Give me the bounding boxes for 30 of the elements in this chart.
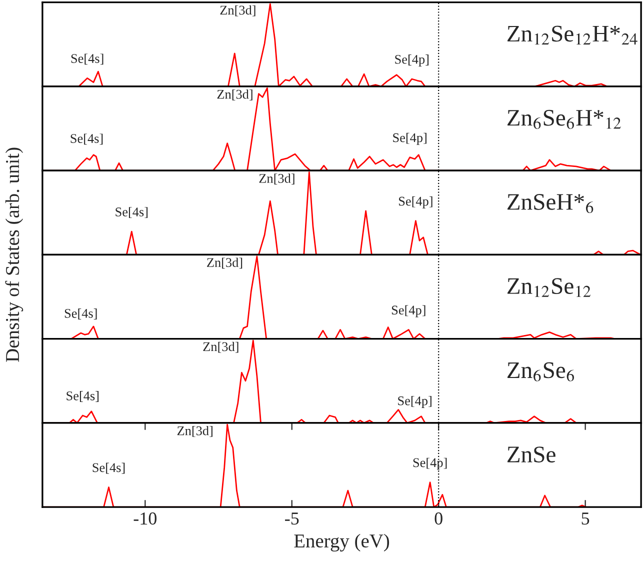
text: Zn$_{6}$Se$_{6}$ bbox=[508, 362, 574, 382]
annotation: Zn[3d] bbox=[177, 426, 212, 437]
annotation: Se[4s] bbox=[71, 54, 104, 65]
x-tick-label: -10 bbox=[134, 512, 156, 525]
text: Zn$_{12}$Se$_{12}$ bbox=[508, 278, 591, 297]
y-axis-title: Density of States (arb. unit) bbox=[5, 148, 24, 362]
annotation: Se[4p] bbox=[398, 396, 432, 408]
annotation: Zn[3d] bbox=[220, 5, 256, 16]
annotation: Se[4p] bbox=[392, 305, 426, 318]
annotation: Se[4p] bbox=[393, 132, 426, 145]
text: ZnSeH*$_{6}$ bbox=[508, 194, 594, 214]
annotation: Se[4s] bbox=[92, 462, 125, 474]
annotation: Se[4p] bbox=[399, 196, 432, 208]
annotation: Zn[3d] bbox=[207, 258, 242, 269]
text: Zn$_{6}$Se$_{6}$H*$_{12}$ bbox=[508, 110, 621, 129]
annotation: Se[4s] bbox=[66, 391, 99, 402]
x-tick-label: 0 bbox=[434, 512, 442, 525]
annotation: Zn[3d] bbox=[217, 89, 252, 100]
annotation: Se[4s] bbox=[116, 207, 148, 218]
x-tick-label: -5 bbox=[285, 512, 299, 525]
annotation: Zn[3d] bbox=[259, 174, 294, 184]
x-axis-title: Energy (eV) bbox=[294, 534, 390, 552]
annotation: Se[4p] bbox=[395, 54, 428, 66]
annotation: Se[4s] bbox=[64, 308, 97, 320]
text: Zn$_{12}$Se$_{12}$H*$_{24}$ bbox=[508, 26, 638, 45]
text: ZnSe bbox=[508, 446, 556, 462]
annotation: Se[4s] bbox=[70, 134, 103, 145]
annotation: Se[4p] bbox=[413, 458, 447, 470]
x-tick-label: 5 bbox=[582, 512, 590, 525]
annotation: Zn[3d] bbox=[203, 342, 238, 353]
